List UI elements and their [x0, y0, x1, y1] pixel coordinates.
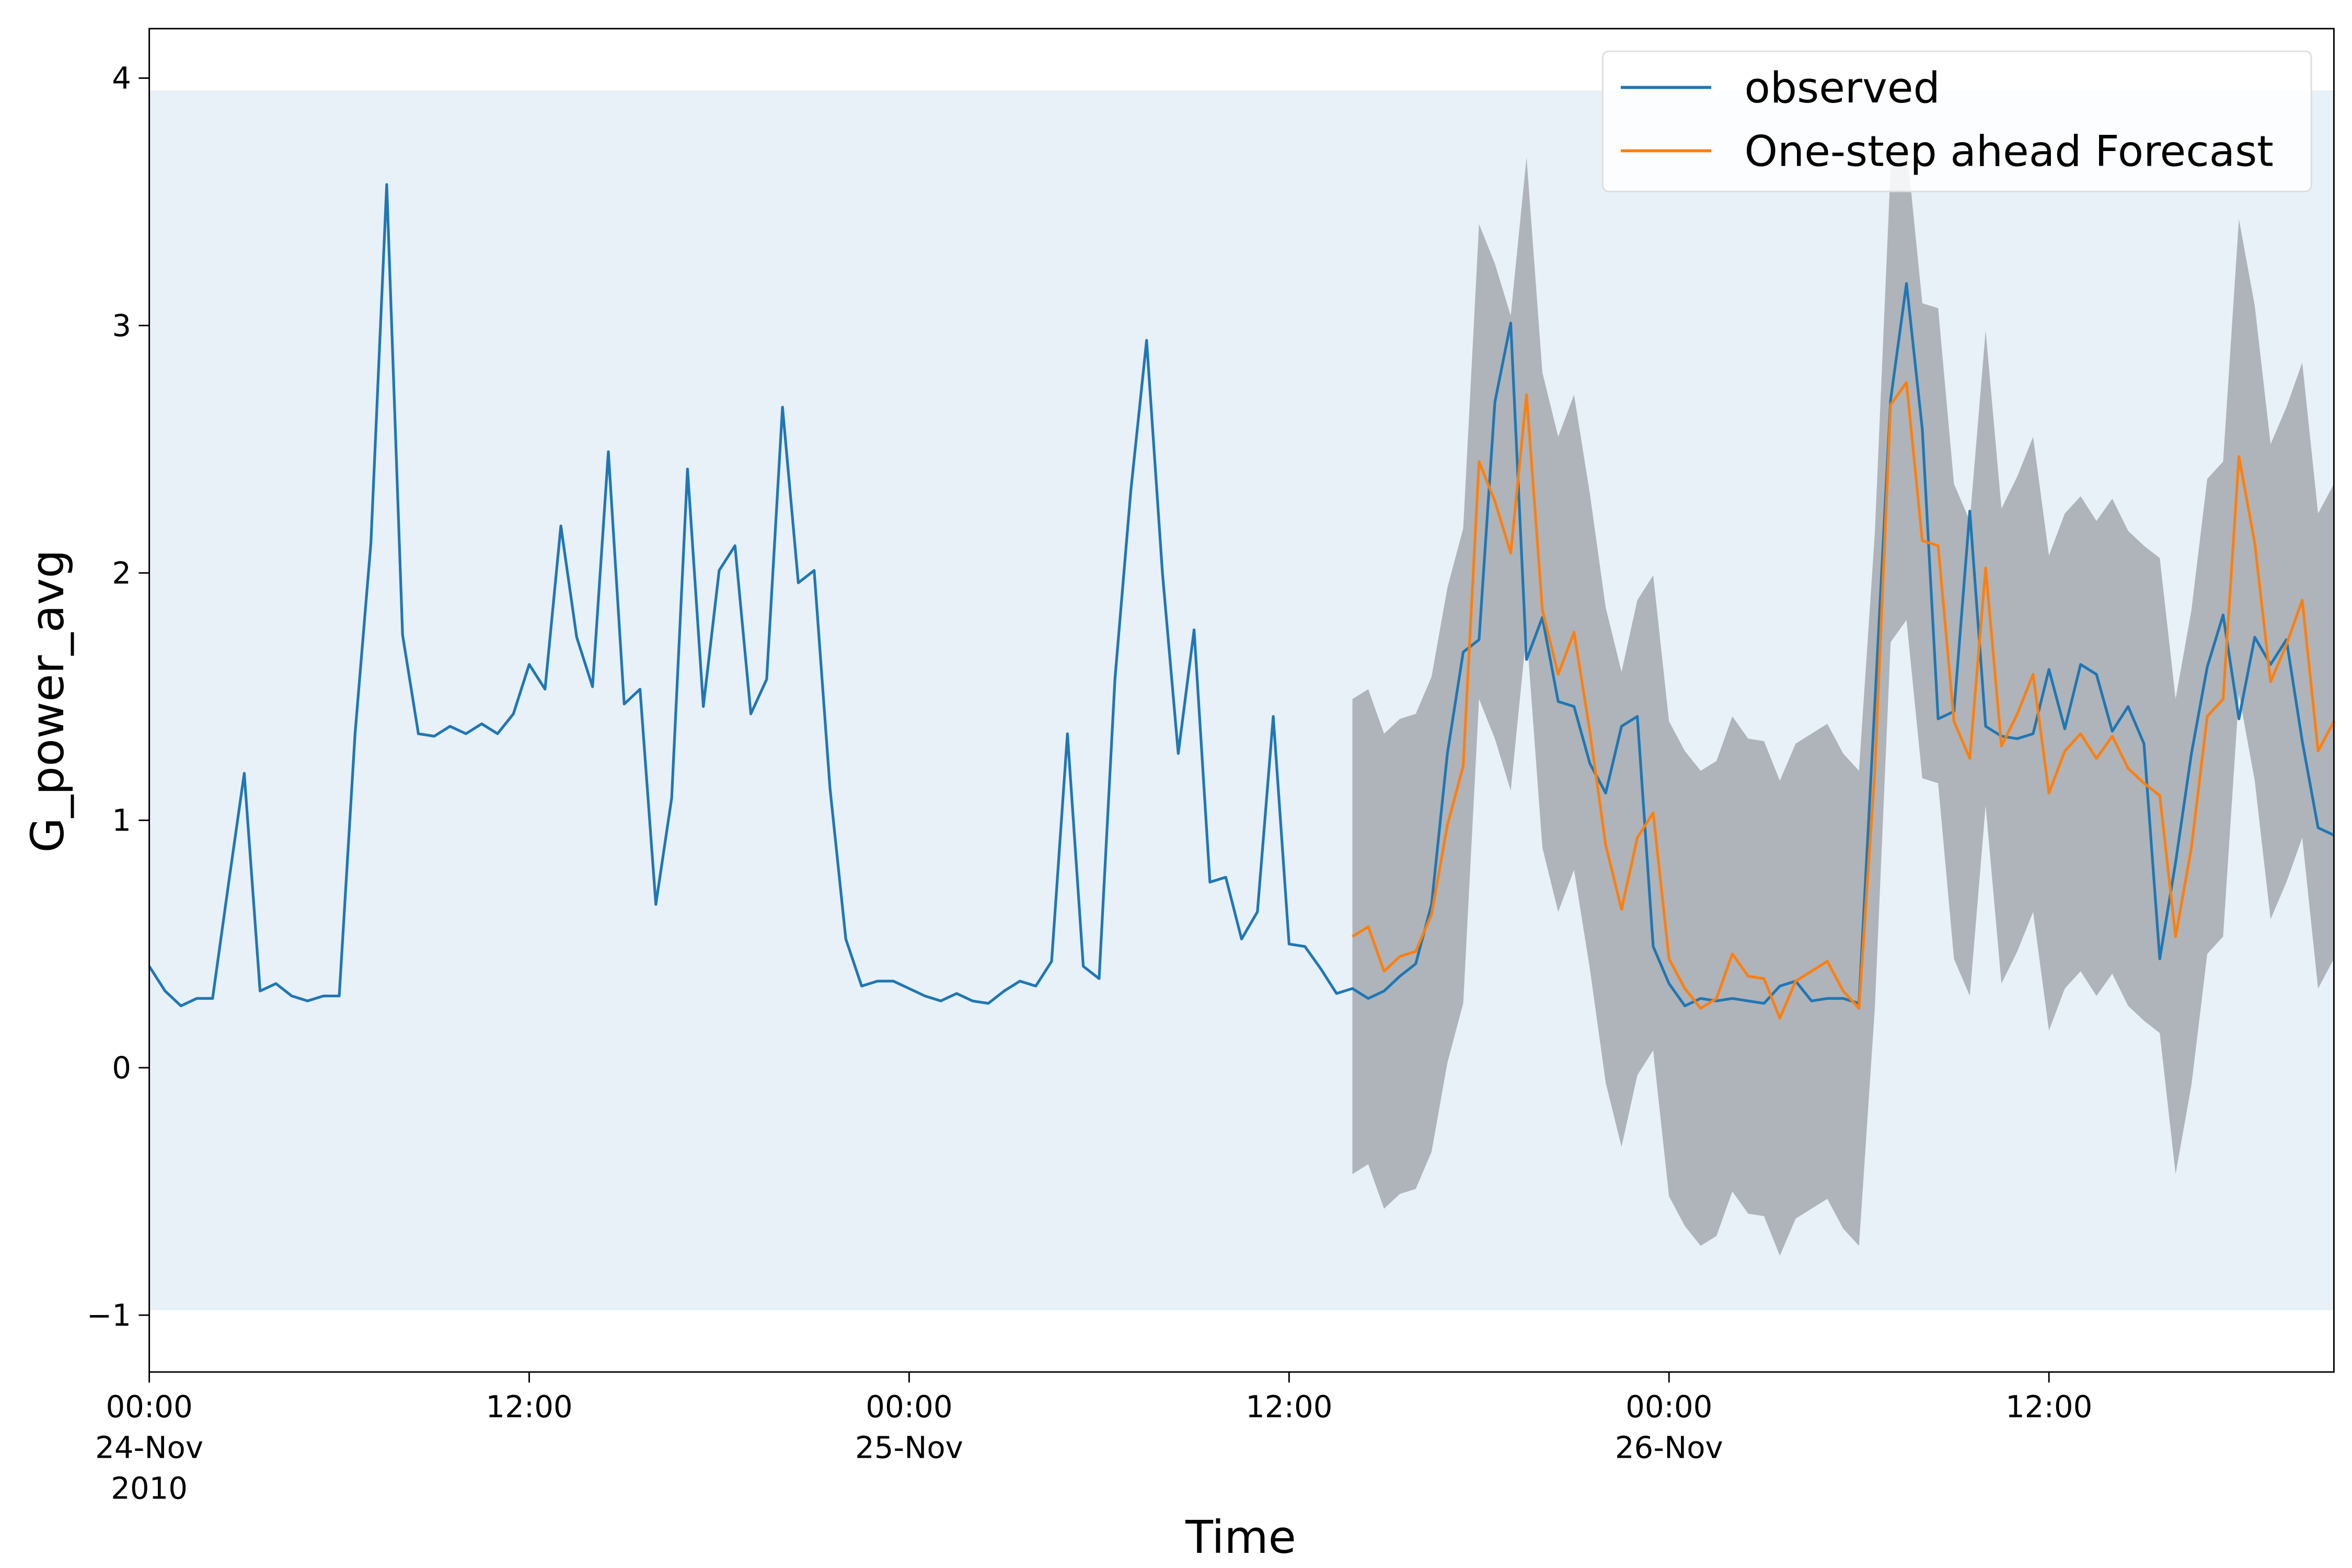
- confidence-band: [1352, 145, 2334, 1256]
- x-tick-label: 12:00: [2005, 1389, 2092, 1425]
- x-tick-label-line: 24-Nov: [95, 1429, 203, 1465]
- series-line: [148, 183, 2335, 1008]
- x-tick-label-line: 00:00: [106, 1389, 192, 1425]
- y-tick-label: 1: [112, 803, 131, 838]
- x-tick-label: 00:00 26-Nov: [1615, 1389, 1723, 1466]
- legend-label: observed: [1745, 64, 1940, 113]
- y-tick-label: 4: [112, 61, 131, 96]
- x-tick-label-line: 00:00: [866, 1389, 952, 1425]
- y-tick-label: 2: [112, 555, 131, 591]
- y-tick-label: 3: [112, 308, 131, 343]
- legend-box: [1601, 50, 2312, 192]
- plot-frame: [148, 28, 2335, 1373]
- legend-label: One-step ahead Forecast: [1745, 127, 2274, 176]
- x-tick-label-line: 26-Nov: [1615, 1429, 1723, 1465]
- x-tick-label-line: 12:00: [1246, 1389, 1332, 1425]
- x-tick-label-line: 2010: [111, 1470, 188, 1506]
- x-tick-label: 00:00 24-Nov 2010: [95, 1389, 203, 1506]
- y-tick-label: 0: [112, 1050, 131, 1086]
- x-tick-label: 12:00: [486, 1389, 572, 1425]
- x-axis-label: Time: [1185, 1512, 1296, 1564]
- x-tick-label-line: 12:00: [486, 1389, 572, 1425]
- x-tick-label: 00:00 25-Nov: [855, 1389, 963, 1466]
- y-axis-label: G_power_avg: [22, 549, 74, 852]
- x-tick-label: 12:00: [1246, 1389, 1332, 1425]
- x-tick-label-line: 25-Nov: [855, 1429, 963, 1465]
- series-line: [1352, 381, 2335, 1020]
- x-tick-label-line: 00:00: [1625, 1389, 1712, 1425]
- y-tick-label: −1: [87, 1297, 131, 1333]
- x-tick-label-line: 12:00: [2005, 1389, 2092, 1425]
